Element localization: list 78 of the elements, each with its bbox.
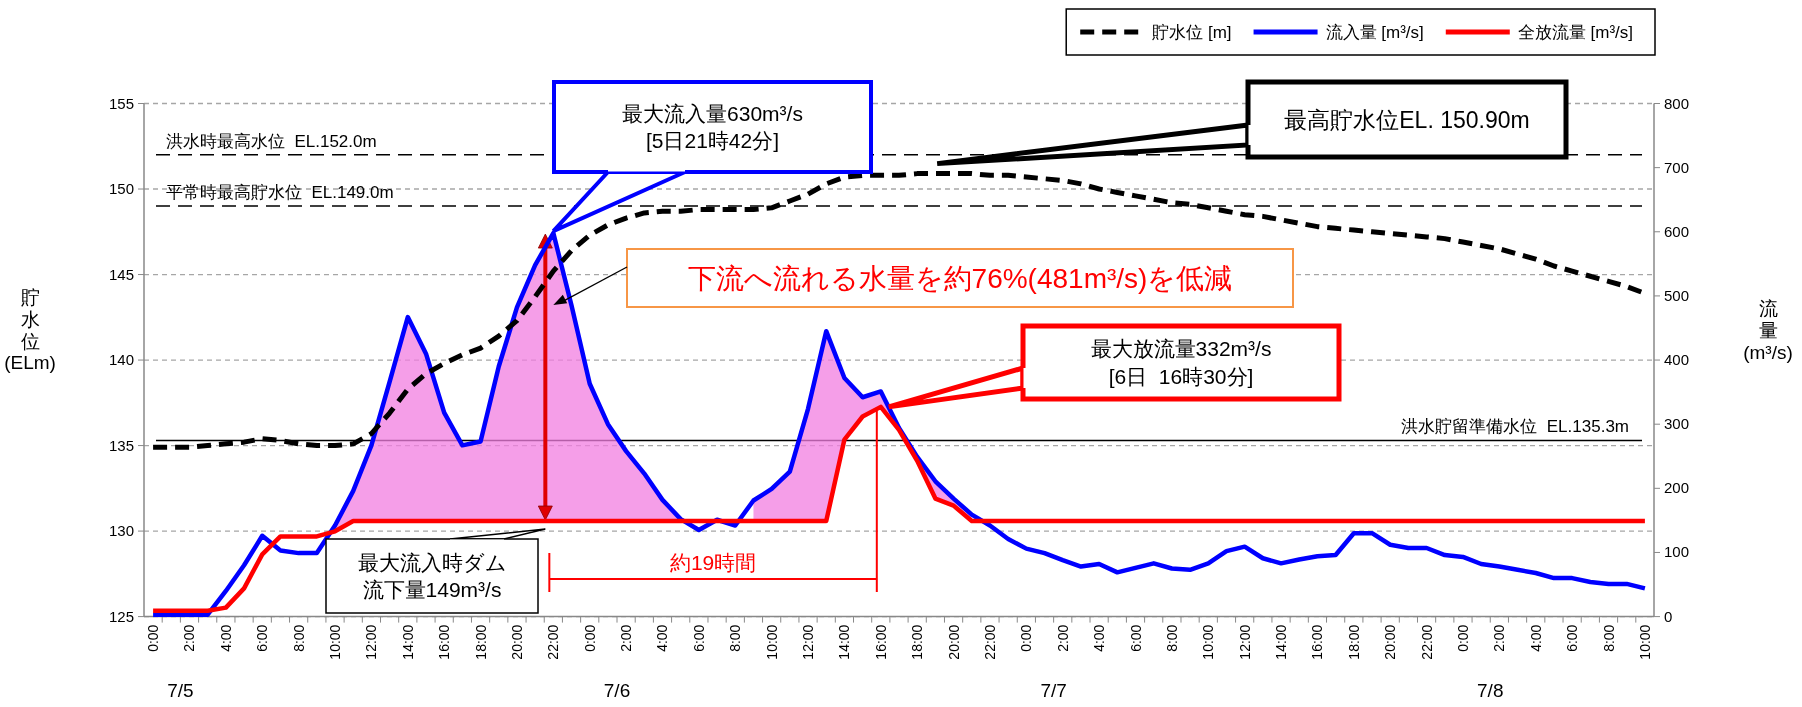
y2-axis-title: 流量(m³/s) (1743, 297, 1793, 363)
y2-tick-label: 0 (1664, 607, 1673, 625)
y2-tick-label: 700 (1664, 158, 1690, 176)
x-tick-label: 22:00 (545, 624, 562, 660)
legend-label: 流入量 [m³/s] (1325, 23, 1424, 42)
x-tick-label: 0:00 (581, 624, 598, 652)
x-tick-label: 6:00 (1564, 624, 1581, 652)
text: 7/6 (603, 680, 631, 701)
x-tick-label: 2:00 (618, 624, 635, 652)
x-tick-label: 4:00 (1527, 624, 1544, 652)
x-tick-label: 16:00 (1309, 624, 1326, 660)
legend-label: 全放流量 [m³/s] (1517, 23, 1633, 42)
x-tick-label: 8:00 (1163, 624, 1180, 652)
x-tick-label: 10:00 (763, 624, 780, 660)
x-tick-label: 14:00 (836, 624, 853, 660)
legend-label: 貯水位 [m] (1152, 23, 1232, 42)
y-axis-title: 貯水位(ELm) (4, 286, 56, 374)
x-tick-label: 10:00 (1200, 624, 1217, 660)
ref-line-label: 洪水貯留準備水位 EL.135.3m (1401, 417, 1629, 437)
annotation: 下流へ流れる水量を約76%(481m³/s)を低減 (687, 263, 1233, 295)
x-tick-label: 14:00 (1273, 624, 1290, 660)
text: 7/8 (1477, 680, 1504, 701)
x-tick-label: 8:00 (727, 624, 744, 652)
text: 7/7 (1040, 680, 1067, 701)
y-tick-label: 130 (108, 522, 134, 540)
y-tick-label: 145 (108, 265, 134, 283)
ref-line-label: 平常時最高貯水位 EL.149.0m (166, 183, 394, 203)
x-tick-label: 18:00 (909, 624, 926, 660)
x-tick-label: 8:00 (1600, 624, 1617, 652)
line-series (150, 230, 1648, 617)
x-tick-label: 0:00 (145, 624, 162, 652)
x-tick-label: 10:00 (1636, 624, 1653, 660)
x-tick-label: 12:00 (363, 624, 380, 660)
x-tick-label: 2:00 (1054, 624, 1071, 652)
y2-tick-label: 500 (1664, 286, 1690, 304)
y2-tick-label: 800 (1664, 94, 1690, 112)
annotation: 最大流入量630m³/s [5日21時42分] (622, 101, 803, 153)
x-tick-label: 22:00 (1418, 624, 1435, 660)
y-tick-label: 150 (108, 180, 134, 198)
x-tick-label: 10:00 (327, 624, 344, 660)
x-tick-label: 14:00 (399, 624, 416, 660)
y2-tick-label: 600 (1664, 222, 1690, 240)
x-tick-label: 18:00 (472, 624, 489, 660)
y2-tick-label: 400 (1664, 351, 1690, 369)
y-tick-label: 125 (108, 607, 134, 625)
x-tick-label: 6:00 (690, 624, 707, 652)
x-tick-label: 20:00 (508, 624, 525, 660)
x-tick-label: 2:00 (1491, 624, 1508, 652)
x-tick-label: 20:00 (945, 624, 962, 660)
y-tick-label: 135 (108, 436, 134, 454)
x-tick-label: 2:00 (181, 624, 198, 652)
annotation: 最大流入時ダム流下量149m³/s (357, 550, 507, 602)
y-tick-label: 140 (108, 351, 134, 369)
x-tick-label: 12:00 (1236, 624, 1253, 660)
x-tick-label: 12:00 (800, 624, 817, 660)
x-tick-label: 6:00 (254, 624, 271, 652)
x-tick-label: 18:00 (1345, 624, 1362, 660)
y2-tick-label: 200 (1664, 479, 1690, 497)
x-tick-label: 22:00 (981, 624, 998, 660)
x-tick-label: 16:00 (436, 624, 453, 660)
x-tick-label: 20:00 (1382, 624, 1399, 660)
annotation: 最高貯水位EL. 150.90m (1284, 106, 1530, 133)
line-series (150, 404, 1648, 614)
y2-tick-label: 100 (1664, 543, 1690, 561)
x-tick-label: 0:00 (1454, 624, 1471, 652)
annotation: 約19時間 (669, 551, 757, 574)
x-tick-label: 4:00 (1091, 624, 1108, 652)
text: 7/5 (167, 680, 194, 701)
x-tick-label: 0:00 (1018, 624, 1035, 652)
x-tick-label: 4:00 (217, 624, 234, 652)
x-tick-label: 6:00 (1127, 624, 1144, 652)
y2-tick-label: 300 (1664, 415, 1690, 433)
x-tick-label: 4:00 (654, 624, 671, 652)
x-tick-label: 16:00 (872, 624, 889, 660)
x-tick-label: 8:00 (290, 624, 307, 652)
annotation: 最大放流量332m³/s [6日 16時30分] (1090, 337, 1272, 388)
y-tick-label: 155 (108, 94, 134, 112)
ref-line-label: 洪水時最高水位 EL.152.0m (166, 131, 377, 151)
